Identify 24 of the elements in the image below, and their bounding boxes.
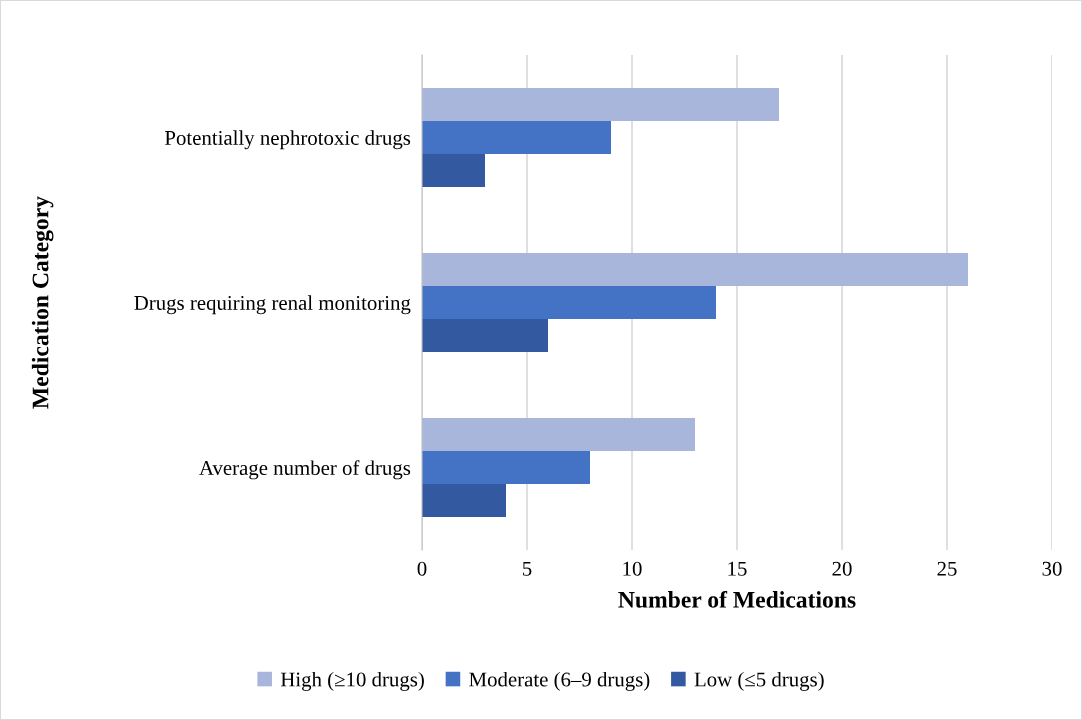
x-tick-label: 20 — [832, 561, 852, 576]
x-tick-label: 30 — [1042, 561, 1062, 576]
legend-label: Moderate (6–9 drugs) — [469, 671, 650, 691]
y-tick-label: Average number of drugs — [199, 460, 411, 480]
y-tick-label: Drugs requiring renal monitoring — [134, 295, 411, 315]
legend-label: High (≥10 drugs) — [280, 671, 424, 691]
bar — [422, 88, 779, 121]
y-axis-title: Medication Category — [31, 196, 54, 409]
x-tick-label: 15 — [728, 561, 747, 576]
bar — [422, 286, 716, 319]
bar — [422, 484, 506, 517]
x-tick-label: 10 — [623, 561, 642, 576]
legend-label: Low (≤5 drugs) — [694, 671, 824, 691]
bar — [422, 154, 485, 187]
x-axis-title: Number of Medications — [618, 590, 856, 608]
bar — [422, 121, 611, 154]
x-tick-label: 25 — [937, 561, 957, 576]
bar — [422, 418, 695, 451]
bar — [422, 451, 590, 484]
y-tick-label: Potentially nephrotoxic drugs — [165, 130, 411, 150]
bar — [422, 253, 968, 286]
bar — [422, 319, 548, 352]
x-tick-label: 5 — [523, 561, 532, 576]
x-tick-label: 0 — [417, 561, 427, 576]
